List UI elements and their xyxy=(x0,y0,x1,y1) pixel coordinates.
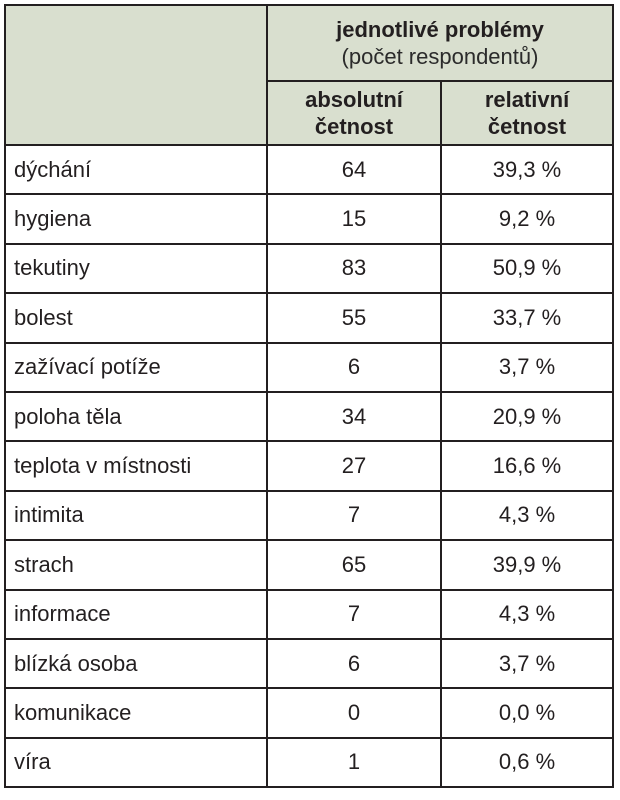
absolute-value: 15 xyxy=(266,193,442,245)
relative-value: 33,7 % xyxy=(439,292,615,344)
relative-value: 39,9 % xyxy=(439,539,615,591)
absolute-value: 64 xyxy=(266,143,442,196)
row-label: poloha těla xyxy=(4,390,268,443)
absolute-value: 27 xyxy=(266,440,442,492)
column-header-relative-line1: relativní xyxy=(484,87,570,112)
row-label: zažívací potíže xyxy=(4,341,268,393)
row-label: tekutiny xyxy=(4,242,268,295)
group-header-cell: jednotlivé problémy (počet respondentů) xyxy=(265,4,615,82)
relative-value: 3,7 % xyxy=(439,341,615,393)
table-row: teplota v místnosti 27 16,6 % xyxy=(4,440,615,492)
absolute-value: 83 xyxy=(266,242,442,295)
row-label: intimita xyxy=(4,489,268,542)
relative-value: 0,0 % xyxy=(439,687,615,739)
column-header-absolute-line1: absolutní xyxy=(305,87,403,112)
table-row: strach 65 39,9 % xyxy=(4,539,615,591)
absolute-value: 7 xyxy=(266,489,442,542)
column-header-absolute: absolutní četnost xyxy=(266,80,442,146)
table-row: bolest 55 33,7 % xyxy=(4,292,615,344)
absolute-value: 7 xyxy=(266,588,442,640)
table-row: hygiena 15 9,2 % xyxy=(4,193,615,245)
relative-value: 4,3 % xyxy=(439,489,615,542)
row-label: komunikace xyxy=(4,687,268,739)
table-header-row: jednotlivé problémy (počet respondentů) xyxy=(4,4,615,146)
table-row: blízká osoba 6 3,7 % xyxy=(4,637,615,690)
relative-value: 9,2 % xyxy=(439,193,615,245)
table-row: komunikace 0 0,0 % xyxy=(4,687,615,739)
relative-value: 20,9 % xyxy=(439,390,615,443)
group-title: jednotlivé problémy xyxy=(336,17,544,42)
relative-value: 39,3 % xyxy=(439,143,615,196)
table-row: intimita 7 4,3 % xyxy=(4,489,615,542)
absolute-value: 0 xyxy=(266,687,442,739)
relative-value: 50,9 % xyxy=(439,242,615,295)
empty-corner-cell xyxy=(4,4,268,146)
absolute-value: 34 xyxy=(266,390,442,443)
table-row: dýchání 64 39,3 % xyxy=(4,143,615,196)
absolute-value: 6 xyxy=(266,637,442,690)
row-label: hygiena xyxy=(4,193,268,245)
row-label: informace xyxy=(4,588,268,640)
table-row: poloha těla 34 20,9 % xyxy=(4,390,615,443)
row-label: teplota v místnosti xyxy=(4,440,268,492)
relative-value: 3,7 % xyxy=(439,637,615,690)
table-row: víra 1 0,6 % xyxy=(4,736,615,789)
table-row: informace 7 4,3 % xyxy=(4,588,615,640)
absolute-value: 1 xyxy=(266,736,442,789)
table-container: jednotlivé problémy (počet respondentů) … xyxy=(4,4,615,789)
absolute-value: 6 xyxy=(266,341,442,393)
relative-value: 0,6 % xyxy=(439,736,615,789)
column-header-relative: relativní četnost xyxy=(439,80,615,146)
row-label: strach xyxy=(4,539,268,591)
absolute-value: 55 xyxy=(266,292,442,344)
relative-value: 4,3 % xyxy=(439,588,615,640)
table-row: zažívací potíže 6 3,7 % xyxy=(4,341,615,393)
table-subheader-row: absolutní četnost relativní četnost xyxy=(5,80,615,146)
row-label: dýchání xyxy=(4,143,268,196)
frequency-table: jednotlivé problémy (počet respondentů) … xyxy=(4,4,615,789)
row-label: blízká osoba xyxy=(4,637,268,690)
row-label: bolest xyxy=(4,292,268,344)
absolute-value: 65 xyxy=(266,539,442,591)
table-row: tekutiny 83 50,9 % xyxy=(4,242,615,295)
relative-value: 16,6 % xyxy=(439,440,615,492)
column-header-relative-line2: četnost xyxy=(487,114,567,139)
column-header-absolute-line2: četnost xyxy=(314,114,394,139)
group-subtitle: (počet respondentů) xyxy=(341,44,539,69)
row-label: víra xyxy=(4,736,268,789)
